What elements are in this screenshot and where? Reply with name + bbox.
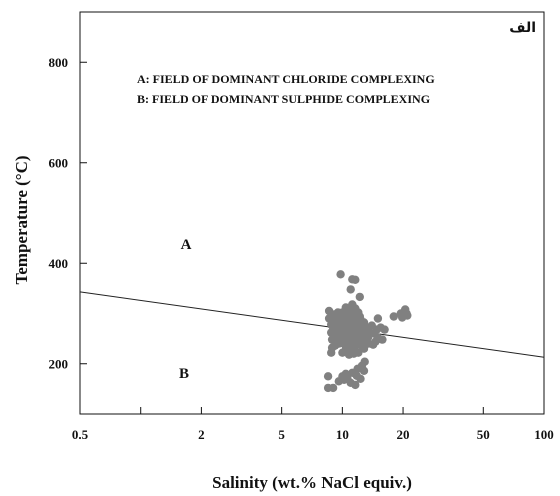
plot-frame [79,11,545,415]
data-point [373,314,383,323]
x-tick-label: 2 [198,427,205,442]
data-point [346,333,355,342]
x-tick-label: 50 [477,427,490,442]
data-point [360,357,369,366]
x-tick-label: 10 [336,427,349,442]
data-point [343,374,352,383]
annotation-b: B: FIELD OF DOMINANT SULPHIDE COMPLEXING [137,92,430,106]
data-point [340,318,350,327]
annotation-a: A: FIELD OF DOMINANT CHLORIDE COMPLEXING [137,72,435,86]
data-point [353,364,362,373]
data-point [380,325,389,334]
data-point [338,348,347,357]
data-point [346,285,355,294]
y-tick-label: 800 [49,55,69,70]
x-tick-label: 5 [278,427,285,442]
data-point [336,270,345,279]
y-tick-label: 200 [49,356,69,371]
data-point [378,335,387,344]
data-point [356,374,365,383]
data-point [351,275,360,284]
data-point [359,366,369,375]
data-point [330,341,340,350]
x-axis-title: Salinity (wt.% NaCl equiv.) [212,473,412,492]
data-point [333,308,343,317]
data-point [327,348,336,357]
y-tick-label: 600 [49,155,69,170]
data-point [349,326,358,335]
data-point [371,337,380,346]
corner-label: الف [509,20,536,36]
data-point [328,325,338,334]
x-tick-label: 0.5 [72,427,89,442]
y-tick-label: 400 [49,256,69,271]
x-tick-label: 20 [397,427,410,442]
data-point [323,372,333,381]
data-point [355,292,364,302]
region-label-b: B [179,366,189,382]
region-label-a: A [181,237,192,253]
boundary-line [79,291,545,358]
data-point [350,311,359,320]
data-point [357,321,366,330]
y-axis-title: Temperature (°C) [12,155,31,284]
data-point [345,343,355,352]
data-point [402,309,411,318]
x-tick-label: 100 [534,427,554,442]
data-point [389,312,398,321]
data-point [328,383,338,393]
data-point [336,331,345,340]
data-point [351,380,360,390]
data-point [351,338,361,347]
